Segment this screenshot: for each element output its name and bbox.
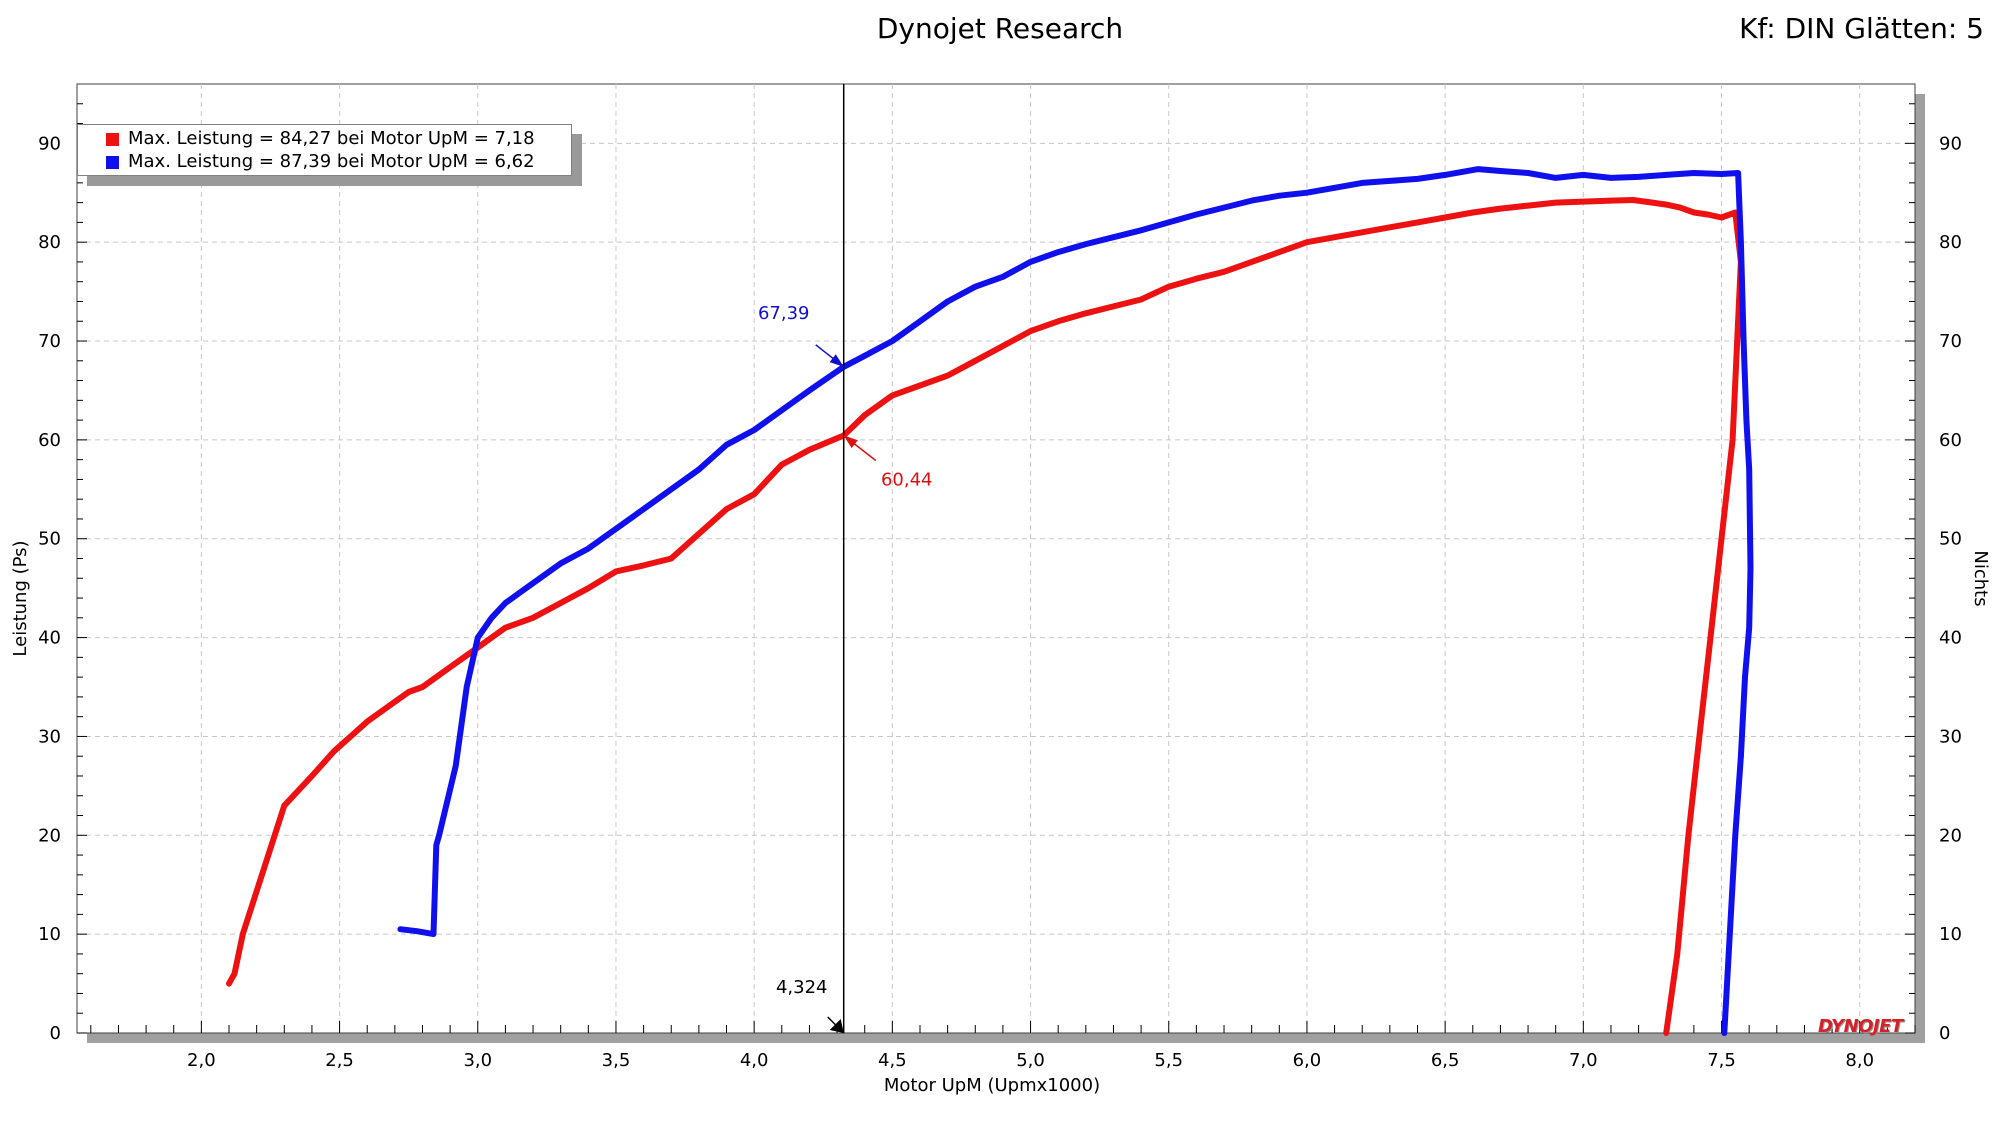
legend-label-blue: Max. Leistung = 87,39 bei Motor UpM = 6,…: [128, 151, 535, 172]
legend-swatch-red: [106, 133, 119, 146]
y-right-tick-label: 40: [1939, 628, 1962, 649]
x-tick-label: 6,5: [1431, 1050, 1460, 1071]
cursor-arrowhead: [829, 1019, 844, 1033]
annotation-blue-label: 67,39: [758, 303, 810, 324]
x-tick-label: 2,0: [187, 1050, 216, 1071]
y-axis-title: Leistung (Ps): [10, 540, 31, 656]
plot-frame: [76, 83, 1925, 1043]
x-tick-label: 6,0: [1293, 1050, 1322, 1071]
x-tick-label: 8,0: [1845, 1050, 1874, 1071]
y-right-tick-label: 0: [1939, 1023, 1950, 1044]
y-left-tick-label: 20: [38, 825, 61, 846]
y-left-tick-label: 70: [38, 331, 61, 352]
x-tick-label: 5,5: [1154, 1050, 1183, 1071]
y-right-tick-label: 60: [1939, 430, 1962, 451]
x-tick-label: 2,5: [325, 1050, 354, 1071]
y-right-tick-label: 90: [1939, 133, 1962, 154]
y-right-tick-label: 10: [1939, 924, 1962, 945]
series-lines: [226, 166, 1754, 1036]
cursor-value-label: 4,324: [776, 977, 828, 998]
annotation-blue-arrowhead: [829, 354, 844, 367]
series-line-blue: [397, 166, 1754, 1036]
chart-title: Dynojet Research: [876, 12, 1124, 45]
y2-axis-title: Nichts: [1970, 550, 1991, 606]
y-left-tick-label: 80: [38, 232, 61, 253]
y-left-tick-label: 30: [38, 726, 61, 747]
x-tick-label: 3,5: [602, 1050, 631, 1071]
y-right-tick-label: 30: [1939, 726, 1962, 747]
x-tick-label: 7,0: [1569, 1050, 1598, 1071]
y-right-tick-label: 70: [1939, 331, 1962, 352]
y-right-tick-label: 20: [1939, 825, 1962, 846]
series-line-red: [226, 197, 1744, 1036]
axis-labels: 2,0 2,5 3,0 3,5 4,0 4,5 5,0 5,5 6,0 6,5 7,0 7,5 8,0 0…: [10, 133, 1991, 1096]
x-tick-label: 7,5: [1707, 1050, 1736, 1071]
annotations: 4,324 67,39 60,44: [758, 303, 933, 1034]
x-axis-title: Motor UpM (Upmx1000): [884, 1075, 1100, 1096]
y-right-tick-label: 50: [1939, 529, 1962, 550]
x-tick-label: 4,0: [740, 1050, 769, 1071]
x-tick-label: 3,0: [463, 1050, 492, 1071]
legend-swatch-blue: [106, 156, 119, 169]
legend-label-red: Max. Leistung = 84,27 bei Motor UpM = 7,…: [128, 128, 535, 149]
y-left-tick-label: 10: [38, 924, 61, 945]
annotation-red-label: 60,44: [881, 470, 933, 491]
x-tick-label: 5,0: [1016, 1050, 1045, 1071]
y-left-tick-label: 60: [38, 430, 61, 451]
legend-box: Max. Leistung = 84,27 bei Motor UpM = 7,…: [77, 124, 572, 176]
y-right-tick-label: 80: [1939, 232, 1962, 253]
legend-item-red: Max. Leistung = 84,27 bei Motor UpM = 7,…: [106, 128, 535, 150]
correction-info: Kf: DIN Glätten: 5: [1739, 12, 1984, 45]
plot-area: [76, 83, 1916, 1034]
y-left-tick-label: 40: [38, 628, 61, 649]
y-left-tick-label: 0: [50, 1023, 61, 1044]
legend-item-blue: Max. Leistung = 87,39 bei Motor UpM = 6,…: [106, 151, 535, 173]
x-tick-label: 4,5: [878, 1050, 907, 1071]
annotation-red-arrowhead: [843, 435, 858, 449]
dynojet-logo: DYNOJET: [1818, 1016, 1903, 1037]
y-left-tick-label: 90: [38, 133, 61, 154]
y-left-tick-label: 50: [38, 529, 61, 550]
